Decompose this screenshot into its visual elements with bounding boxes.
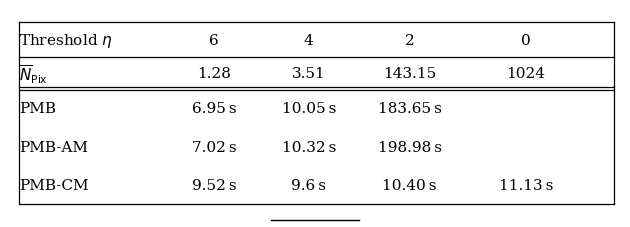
Text: 2: 2 bbox=[404, 33, 415, 47]
Text: 1024: 1024 bbox=[507, 67, 546, 81]
Text: 9.52 s: 9.52 s bbox=[192, 178, 236, 192]
Text: 198.98 s: 198.98 s bbox=[377, 140, 442, 154]
Text: 9.6 s: 9.6 s bbox=[291, 178, 326, 192]
Text: 183.65 s: 183.65 s bbox=[377, 102, 442, 116]
Text: $\overline{N}_{\mathrm{Pix}}$: $\overline{N}_{\mathrm{Pix}}$ bbox=[19, 63, 48, 85]
Text: 11.13 s: 11.13 s bbox=[499, 178, 553, 192]
Text: 10.32 s: 10.32 s bbox=[282, 140, 336, 154]
Text: 3.51: 3.51 bbox=[292, 67, 326, 81]
Text: 4: 4 bbox=[304, 33, 314, 47]
Text: 10.05 s: 10.05 s bbox=[282, 102, 336, 116]
Text: 0: 0 bbox=[521, 33, 531, 47]
Text: PMB-CM: PMB-CM bbox=[19, 178, 89, 192]
Text: 6.95 s: 6.95 s bbox=[192, 102, 236, 116]
Text: PMB: PMB bbox=[19, 102, 56, 116]
Text: 143.15: 143.15 bbox=[383, 67, 436, 81]
Text: Threshold $\eta$: Threshold $\eta$ bbox=[19, 32, 113, 49]
Text: 1.28: 1.28 bbox=[197, 67, 231, 81]
Text: 10.40 s: 10.40 s bbox=[382, 178, 437, 192]
Text: 7.02 s: 7.02 s bbox=[192, 140, 236, 154]
Text: PMB-AM: PMB-AM bbox=[19, 140, 88, 154]
Text: 6: 6 bbox=[209, 33, 219, 47]
